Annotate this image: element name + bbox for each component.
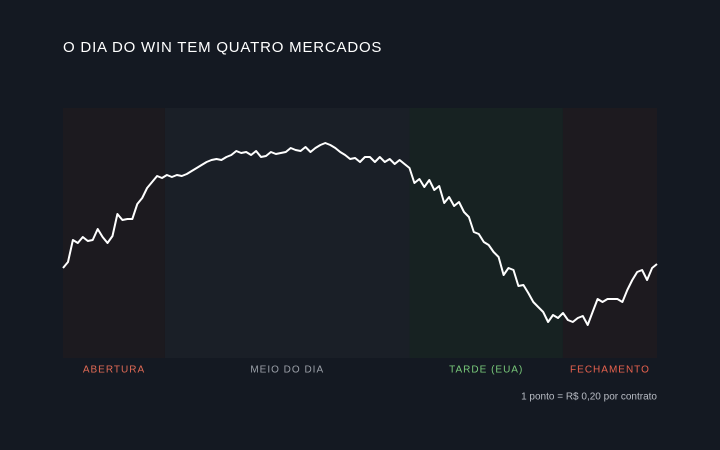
region-label: FECHAMENTO (570, 365, 650, 376)
region-label: ABERTURA (83, 365, 145, 376)
chart-title: O DIA DO WIN TEM QUATRO MERCADOS (63, 39, 382, 56)
market-region (409, 108, 563, 358)
region-label: TARDE (EUA) (449, 365, 523, 376)
price-line (62, 142, 658, 326)
region-label: MEIO DO DIA (250, 365, 324, 376)
market-region (164, 108, 410, 358)
caption: 1 ponto = R$ 0,20 por contrato (521, 392, 657, 403)
market-region (562, 108, 657, 358)
